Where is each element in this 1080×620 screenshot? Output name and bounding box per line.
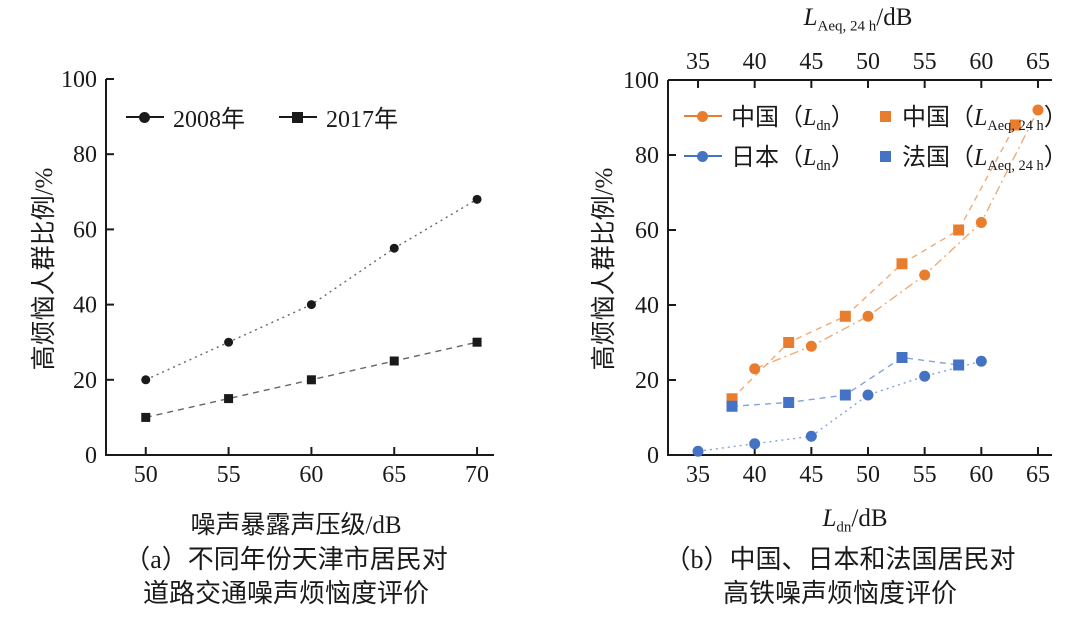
svg-text:65: 65 — [382, 462, 406, 488]
svg-text:100: 100 — [61, 67, 97, 93]
svg-text:40: 40 — [73, 293, 97, 319]
square-marker-glyph — [880, 111, 891, 122]
legend-item-japan-ldn: 日本（Ldn） — [684, 137, 880, 175]
x-axis-var: L — [822, 505, 837, 532]
circle-marker-icon — [684, 109, 722, 123]
caption-b-line-1: （b）中国、日本和法国居民对 — [664, 545, 1016, 574]
y-axis-label-a: 高烦恼人群比例/% — [31, 167, 58, 371]
svg-text:60: 60 — [635, 218, 659, 244]
chart-a-plot: 0 20 40 60 80 100 50 55 60 65 70 — [61, 67, 494, 488]
top-axis-var: L — [803, 4, 818, 31]
svg-text:50: 50 — [856, 462, 880, 488]
legend-item-china-ldn: 中国（Ldn） — [684, 97, 880, 135]
legend-item-france-laeq: 法国（LAeq, 24 h） — [880, 137, 1068, 175]
circle-marker-glyph — [139, 111, 150, 123]
caption-b: （b）中国、日本和法国居民对 高铁噪声烦恼度评价 — [640, 543, 1040, 611]
caption-a: （a）不同年份天津市居民对 道路交通噪声烦恼度评价 — [96, 543, 476, 611]
caption-a-line-1: （a）不同年份天津市居民对 — [124, 545, 448, 574]
svg-text:45: 45 — [799, 49, 823, 75]
svg-text:55: 55 — [217, 462, 241, 488]
top-axis-sub: Aeq, 24 h — [817, 18, 877, 35]
svg-text:80: 80 — [73, 142, 97, 168]
top-axis-label-b: LAeq, 24 h/dB — [738, 4, 978, 35]
svg-text:35: 35 — [686, 462, 710, 488]
svg-text:0: 0 — [647, 443, 659, 469]
square-marker-icon — [880, 109, 893, 123]
legend-item-china-laeq: 中国（LAeq, 24 h） — [880, 97, 1068, 135]
svg-text:55: 55 — [913, 462, 937, 488]
circle-marker-glyph — [697, 151, 708, 162]
svg-text:40: 40 — [743, 462, 767, 488]
x-axis-label-b: Ldn/dB — [755, 505, 955, 536]
svg-text:65: 65 — [1026, 49, 1050, 75]
x-axis-unit: /dB — [851, 505, 888, 532]
svg-text:40: 40 — [743, 49, 767, 75]
svg-text:100: 100 — [623, 68, 659, 94]
svg-text:60: 60 — [299, 462, 323, 488]
svg-text:35: 35 — [686, 49, 710, 75]
svg-text:80: 80 — [635, 143, 659, 169]
svg-text:60: 60 — [969, 49, 993, 75]
top-axis-unit: /dB — [876, 4, 913, 31]
svg-text:70: 70 — [465, 462, 489, 488]
legend-label: 2017年 — [326, 107, 398, 133]
svg-text:55: 55 — [913, 49, 937, 75]
square-marker-glyph — [292, 111, 303, 123]
svg-text:60: 60 — [73, 217, 97, 243]
x-axis-label-a: 噪声暴露声压级/dB — [190, 512, 402, 539]
svg-text:60: 60 — [969, 462, 993, 488]
square-marker-icon — [880, 149, 893, 163]
svg-text:50: 50 — [856, 49, 880, 75]
svg-text:40: 40 — [635, 293, 659, 319]
circle-marker-icon — [684, 149, 722, 163]
x-axis-sub: dn — [836, 519, 852, 536]
caption-b-line-2: 高铁噪声烦恼度评价 — [722, 579, 957, 608]
legend-a: 2008年 2017年 — [126, 99, 398, 134]
square-marker-glyph — [880, 151, 891, 162]
svg-text:20: 20 — [635, 368, 659, 394]
legend-item-2008: 2008年 — [126, 99, 245, 134]
chart-b-plot: 0 20 40 60 80 100 35 35 40 40 45 45 50 50 55 55 60 60 65 65 — [623, 49, 1052, 488]
circle-marker-icon — [126, 110, 164, 124]
svg-text:50: 50 — [134, 462, 158, 488]
svg-text:20: 20 — [73, 368, 97, 394]
legend-item-2017: 2017年 — [279, 99, 398, 134]
caption-a-line-2: 道路交通噪声烦恼度评价 — [142, 579, 429, 608]
svg-text:45: 45 — [799, 462, 823, 488]
square-marker-icon — [279, 110, 317, 124]
svg-text:0: 0 — [85, 443, 97, 469]
legend-label: 2008年 — [173, 107, 245, 133]
svg-text:65: 65 — [1026, 462, 1050, 488]
legend-b: 中国（Ldn） 中国（LAeq, 24 h） 日本（Ldn） 法国（LAeq, … — [684, 96, 1068, 176]
circle-marker-glyph — [697, 111, 708, 122]
